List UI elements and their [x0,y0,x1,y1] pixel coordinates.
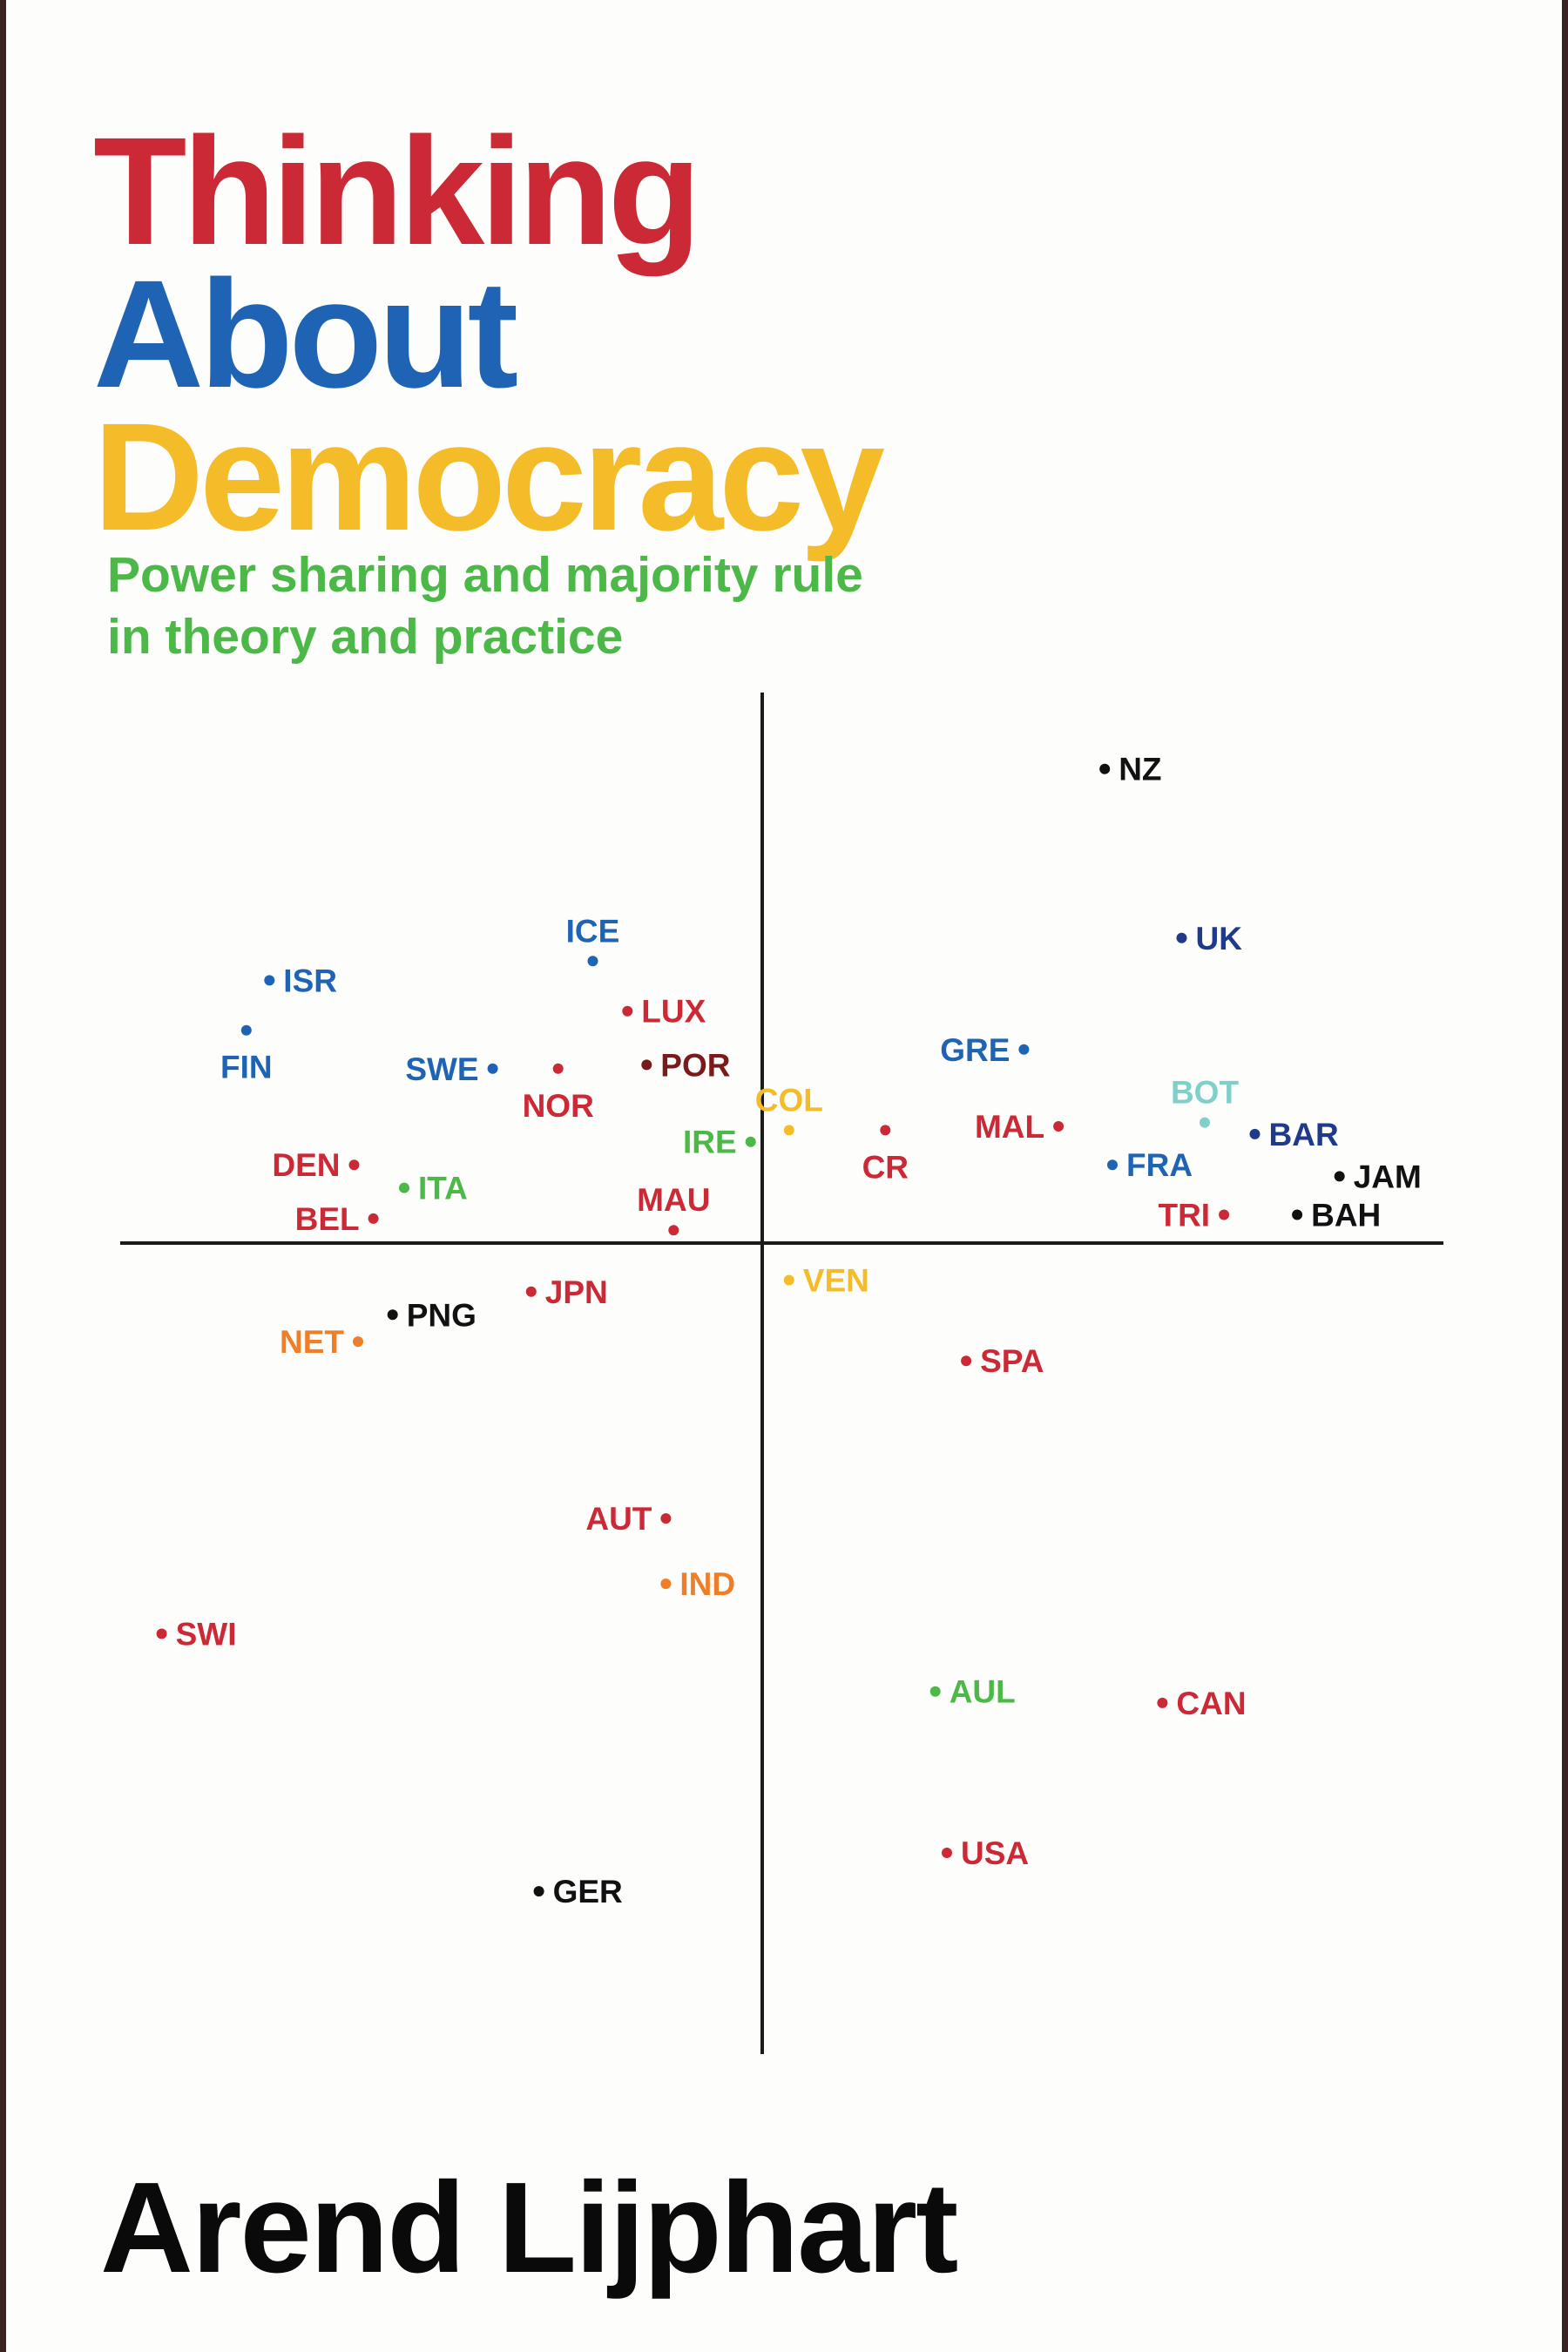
point-label-usa: USA [961,1835,1029,1871]
point-jam [1334,1171,1345,1182]
point-label-net: NET [280,1324,344,1360]
point-net [353,1336,363,1348]
title-line-democracy: Democracy [93,392,885,563]
point-ita [399,1182,409,1193]
point-lux [622,1005,633,1017]
point-label-jpn: JPN [545,1274,608,1310]
point-spa [961,1355,972,1367]
point-label-ita: ITA [418,1171,468,1206]
point-label-ire: IRE [683,1125,737,1160]
point-label-aul: AUL [950,1674,1016,1710]
point-label-cr: CR [862,1149,909,1185]
point-aut [660,1513,672,1524]
point-col [783,1125,794,1136]
point-mau [668,1225,679,1236]
point-label-swe: SWE [405,1051,478,1087]
point-ice [587,956,598,967]
point-nz [1099,763,1111,774]
point-usa [942,1848,952,1858]
point-label-can: CAN [1176,1686,1246,1721]
point-label-swi: SWI [176,1617,237,1652]
point-mal [1053,1121,1064,1132]
point-can [1157,1697,1168,1708]
point-label-bot: BOT [1171,1075,1240,1111]
point-swi [156,1628,167,1639]
data-points: NZ UK ISR ICE LUX FIN POR SWE NOR GRE COL CR MAL BOT B… [156,752,1422,1909]
point-gre [1018,1044,1030,1055]
point-tri [1219,1209,1230,1220]
title-line-thinking: Thinking [93,106,701,277]
point-label-tri: TRI [1158,1198,1210,1233]
point-png [387,1309,398,1321]
point-bah [1292,1209,1303,1220]
point-label-ice: ICE [566,913,620,949]
point-ven [783,1274,794,1286]
point-label-aut: AUT [585,1501,652,1537]
point-label-uk: UK [1196,921,1243,956]
point-label-jam: JAM [1354,1159,1422,1194]
author-name: Arend Lijphart [100,2156,958,2300]
point-label-isr: ISR [283,963,337,998]
point-label-mau: MAU [637,1182,710,1218]
point-den [348,1159,360,1171]
point-fra [1107,1159,1118,1171]
point-label-por: POR [660,1047,730,1083]
point-label-png: PNG [407,1297,476,1333]
point-label-ven: VEN [803,1263,869,1299]
point-bot [1200,1117,1210,1128]
point-label-bel: BEL [295,1201,360,1237]
point-bar [1249,1128,1260,1139]
point-por [641,1059,652,1071]
point-nor [552,1063,564,1074]
point-fin [240,1024,252,1036]
point-label-ger: GER [553,1874,623,1909]
point-swe [487,1063,498,1074]
point-label-gre: GRE [940,1032,1010,1068]
point-label-mal: MAL [975,1109,1044,1145]
point-uk [1176,932,1187,943]
point-label-fin: FIN [220,1050,273,1085]
point-label-bar: BAR [1269,1117,1339,1152]
point-label-spa: SPA [980,1343,1044,1379]
subtitle-line-2: in theory and practice [107,609,624,665]
point-label-nz: NZ [1119,752,1161,787]
point-label-lux: LUX [641,994,706,1030]
point-isr [264,975,275,986]
point-cr [880,1125,891,1136]
point-label-col: COL [755,1082,823,1118]
scatter-chart: NZ UK ISR ICE LUX FIN POR SWE NOR GRE COL CR MAL BOT B… [120,693,1443,2054]
point-jpn [525,1286,537,1297]
point-label-den: DEN [272,1147,340,1183]
point-label-ind: IND [679,1566,735,1602]
point-label-bah: BAH [1311,1198,1381,1233]
point-aul [929,1686,941,1697]
point-ire [745,1136,756,1147]
point-ger [533,1886,544,1897]
point-ind [660,1578,672,1590]
point-label-nor: NOR [523,1088,594,1124]
point-bel [368,1213,379,1224]
point-label-fra: FRA [1126,1147,1193,1183]
subtitle-line-1: Power sharing and majority rule [107,547,863,603]
title-line-about: About [93,249,518,420]
